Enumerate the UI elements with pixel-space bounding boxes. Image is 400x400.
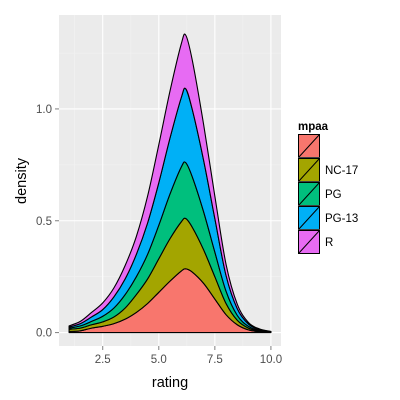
legend: mpaa NC-17 PG PG-13 R bbox=[297, 121, 358, 255]
legend-slash bbox=[298, 134, 320, 158]
legend-label-r: R bbox=[325, 237, 333, 249]
y-tick-label: 0.5 bbox=[36, 216, 52, 228]
x-tick-label: 2.5 bbox=[95, 354, 111, 366]
legend-slash bbox=[298, 158, 320, 182]
x-tick-label: 7.5 bbox=[207, 354, 223, 366]
y-tick-label: 0.0 bbox=[36, 328, 52, 340]
x-tick-label: 10.0 bbox=[260, 354, 282, 366]
y-axis-title: density bbox=[14, 157, 30, 204]
legend-label-pg-13: PG-13 bbox=[325, 213, 358, 225]
legend-label-pg: PG bbox=[325, 189, 342, 201]
legend-title: mpaa bbox=[298, 121, 329, 133]
legend-keys: NC-17 PG PG-13 R bbox=[297, 133, 358, 255]
y-tick-label: 1.0 bbox=[36, 104, 52, 116]
area-r bbox=[68, 33, 272, 333]
x-tick-label: 5.0 bbox=[151, 354, 167, 366]
x-axis-title: rating bbox=[152, 375, 188, 391]
stacked-areas bbox=[68, 33, 272, 334]
legend-slash bbox=[298, 230, 320, 254]
legend-slash bbox=[298, 182, 320, 206]
legend-slash bbox=[298, 206, 320, 230]
y-axis-ticks: 0.0 0.5 1.0 bbox=[36, 104, 59, 340]
legend-label-nc-17: NC-17 bbox=[325, 165, 358, 177]
x-axis-ticks: 2.5 5.0 7.5 10.0 bbox=[95, 346, 282, 366]
